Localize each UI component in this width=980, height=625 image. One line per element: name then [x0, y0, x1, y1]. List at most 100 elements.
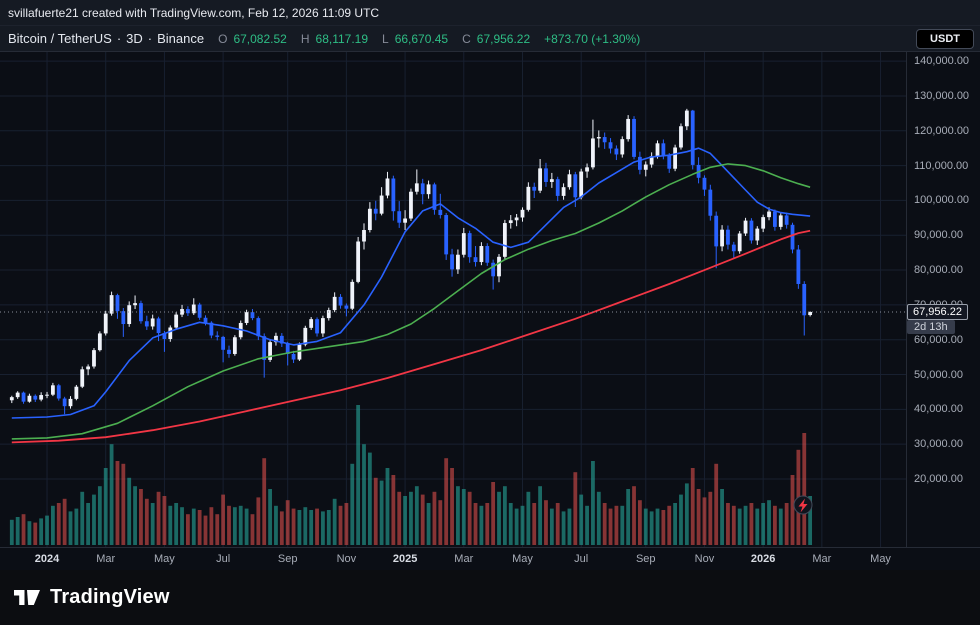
- volume-bar: [250, 514, 255, 545]
- candle-body: [274, 335, 278, 343]
- volume-bar: [426, 503, 431, 545]
- volume-bar: [409, 491, 413, 545]
- candle-body: [326, 310, 331, 319]
- candle-body: [743, 220, 748, 234]
- candle-body: [655, 143, 660, 157]
- price-tick-label: 30,000.00: [914, 438, 963, 451]
- volume-bar: [420, 494, 425, 545]
- volume-bar: [127, 477, 132, 545]
- separator-dot: ·: [116, 31, 122, 46]
- volume-bar: [367, 452, 372, 545]
- candle-body: [367, 208, 372, 231]
- volume-bar: [720, 489, 724, 545]
- volume-bar: [784, 503, 789, 545]
- volume-bar: [667, 505, 672, 545]
- volume-bar: [602, 503, 607, 545]
- volume-bar: [215, 514, 220, 545]
- candle-body: [244, 312, 249, 323]
- candle-body: [373, 208, 378, 214]
- exchange-label[interactable]: Binance: [157, 31, 205, 46]
- volume-bar: [432, 491, 437, 545]
- candle-body: [526, 186, 531, 210]
- candle-body: [761, 217, 766, 229]
- ma-fast-blue: [11, 147, 811, 419]
- volume-bar: [614, 505, 619, 545]
- tradingview-logo[interactable]: TradingView: [14, 586, 170, 609]
- volume-bar: [80, 491, 85, 545]
- volume-bar: [502, 486, 507, 545]
- price-tick-label: 20,000.00: [914, 472, 963, 485]
- volume-bar: [608, 508, 613, 545]
- candle-body: [731, 244, 736, 252]
- candle-body: [602, 137, 607, 143]
- last-price-label: 67,956.22: [907, 303, 968, 320]
- volume-bar: [714, 463, 719, 545]
- volume-bar: [350, 463, 355, 545]
- volume-bar: [221, 494, 226, 545]
- candle-body: [561, 187, 566, 196]
- candle-body: [379, 195, 384, 214]
- ma-slow-red: [11, 229, 811, 444]
- candle-body: [68, 398, 73, 407]
- price-axis[interactable]: 140,000.00 130,000.00 120,000.00 110,000.00…: [906, 52, 980, 547]
- volume-bar: [444, 458, 449, 545]
- candle-body: [643, 164, 648, 170]
- currency-toggle-button[interactable]: USDT: [916, 29, 974, 49]
- volume-bar: [156, 491, 161, 545]
- candle-body: [473, 257, 478, 263]
- volume-bar: [673, 503, 678, 545]
- time-axis[interactable]: 2024 Mar May Jul Sep Nov 2025 Mar May Jul Sep Nov 20…: [0, 547, 980, 571]
- symbol-title[interactable]: Bitcoin / TetherUS: [8, 31, 112, 46]
- flash-event-icon[interactable]: [793, 495, 813, 515]
- candle-body: [573, 174, 578, 198]
- volume-bar: [321, 511, 325, 545]
- volume-bar: [180, 507, 184, 545]
- volume-bar: [456, 486, 460, 545]
- candle-body: [332, 296, 337, 311]
- candle-body: [737, 233, 742, 252]
- candle-body: [338, 296, 343, 306]
- candle-body: [538, 168, 542, 191]
- volume-bar: [808, 496, 813, 545]
- volume-bar: [150, 503, 155, 545]
- time-tick-label: Sep: [277, 553, 298, 565]
- interval-label[interactable]: 3D: [126, 31, 143, 46]
- candle-body: [127, 305, 132, 325]
- volume-bar: [33, 522, 38, 545]
- volume-bar: [74, 508, 79, 545]
- volume-bar: [197, 510, 202, 545]
- volume-bar: [92, 494, 96, 545]
- volume-bar: [632, 486, 636, 545]
- volume-bar: [473, 503, 478, 545]
- candle-body: [297, 344, 302, 360]
- open-value: 67,082.52: [233, 31, 287, 46]
- candle-body: [726, 229, 730, 245]
- volume-bar: [174, 503, 179, 545]
- candle-body: [549, 179, 554, 182]
- volume-bar: [491, 482, 496, 545]
- time-tick-label: Nov: [336, 553, 357, 565]
- volume-bar: [45, 515, 49, 545]
- candle-body: [637, 156, 642, 170]
- candle-body: [86, 366, 91, 370]
- candle-body: [414, 183, 419, 192]
- volume-bar: [62, 498, 67, 545]
- candle-body: [479, 246, 484, 263]
- candle-body: [502, 223, 507, 257]
- price-tick-label: 80,000.00: [914, 264, 963, 277]
- time-tick-label: Mar: [454, 553, 474, 565]
- volume-bar: [373, 477, 378, 545]
- candle-body: [97, 333, 102, 351]
- volume-bar: [485, 503, 490, 545]
- candle-body: [508, 220, 513, 224]
- candle-body: [62, 398, 67, 407]
- candle-body: [796, 249, 801, 284]
- volume-bar: [637, 500, 642, 545]
- candle-body: [9, 397, 14, 401]
- candle-body: [344, 305, 349, 309]
- volume-bar: [702, 497, 707, 545]
- candle-body: [309, 319, 314, 328]
- candle-body: [426, 184, 431, 195]
- candle-body: [491, 262, 496, 277]
